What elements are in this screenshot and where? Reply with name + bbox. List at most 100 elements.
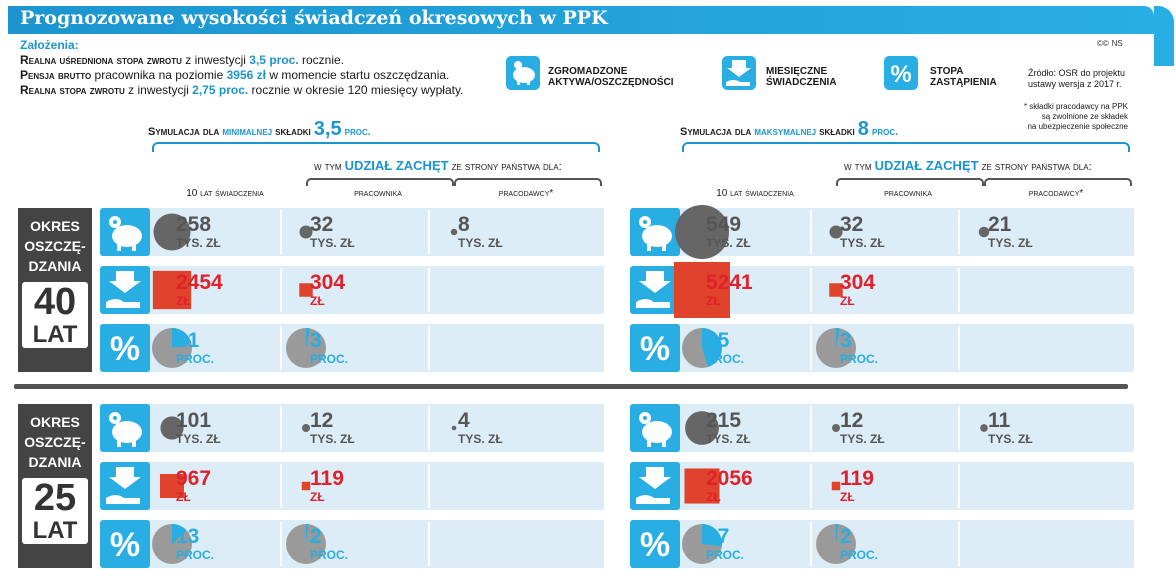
rate-value: 27: [706, 525, 730, 548]
benefit-unit: ZŁ: [176, 294, 191, 308]
sim-max-bracket: [682, 142, 1130, 152]
assets-unit: TYS. ZŁ: [840, 432, 885, 446]
asset-circle: [832, 424, 840, 432]
rate-unit: PROC.: [310, 548, 349, 562]
row-background: [666, 324, 1134, 372]
cell-divider: [958, 210, 960, 254]
rate-value: 2: [840, 525, 852, 548]
cell-divider: [280, 210, 282, 254]
col-total: 10 lat świadczenia: [716, 188, 794, 199]
percent-icon: %: [630, 520, 680, 568]
benefit-value: 304: [310, 271, 346, 294]
rate-pie: [816, 328, 856, 368]
legend-label-benefits: MIESIĘCZNE ŚWIADCZENIA: [766, 66, 837, 88]
percent-icon: %: [100, 520, 150, 568]
benefit-unit: ZŁ: [310, 294, 325, 308]
asset-circle: [160, 416, 184, 440]
benefit-square: [159, 473, 185, 499]
assumption-line: Realna stopa zwrotu z inwestycji 2,75 pr…: [20, 83, 464, 97]
page-title: Prognozowane wysokości świadczeń okresow…: [20, 7, 608, 29]
employer-bracket: [984, 178, 1132, 186]
cell-divider: [810, 464, 812, 508]
benefit-square: [299, 283, 313, 297]
cell-divider: [810, 326, 812, 370]
cell-divider: [280, 268, 282, 312]
assets-unit: TYS. ZŁ: [458, 432, 503, 446]
rate-unit: PROC.: [706, 352, 745, 366]
section-separator: [14, 384, 1128, 389]
legend-label-replacement: STOPA ZASTĄPIENIA: [930, 66, 997, 88]
svg-text:%: %: [890, 61, 911, 88]
footnote: * składki pracodawcy na PPK są zwolnione …: [1023, 102, 1128, 131]
benefit-value: 119: [840, 467, 874, 490]
col-employee: pracownika: [884, 188, 932, 199]
percent-icon: %: [100, 324, 150, 372]
benefit-unit: ZŁ: [176, 490, 191, 504]
percent-icon: %: [884, 56, 918, 90]
row-background: [666, 266, 1134, 314]
cell-divider: [958, 522, 960, 566]
hand-arrow-icon: [100, 462, 150, 510]
assets-value: 4: [458, 409, 470, 432]
asset-circle: [685, 411, 719, 445]
employee-bracket: [306, 178, 454, 186]
svg-text:%: %: [640, 330, 670, 368]
asset-circle: [450, 228, 458, 236]
benefit-unit: ZŁ: [706, 490, 721, 504]
asset-circle: [302, 424, 310, 432]
piggy-bank-icon: [630, 208, 680, 256]
benefit-value: 5241: [706, 271, 753, 294]
employer-bracket: [454, 178, 602, 186]
row-background: [136, 462, 604, 510]
row-background: [136, 208, 604, 256]
rate-unit: PROC.: [176, 548, 215, 562]
rate-unit: PROC.: [840, 352, 879, 366]
assets-value: 32: [310, 213, 334, 236]
cell-divider: [280, 406, 282, 450]
cell-divider: [958, 406, 960, 450]
svg-text:%: %: [110, 330, 140, 368]
cell-divider: [428, 326, 430, 370]
benefit-square: [674, 262, 730, 318]
rate-pie: [816, 524, 856, 564]
piggy-bank-icon: [506, 56, 540, 90]
piggy-bank-icon: [100, 404, 150, 452]
piggy-bank-icon: [630, 404, 680, 452]
legend-label-assets: ZGROMADZONE AKTYWA/OSZCZĘDNOŚCI: [548, 66, 674, 88]
assets-unit: TYS. ZŁ: [176, 432, 221, 446]
assets-unit: TYS. ZŁ: [840, 236, 885, 250]
rate-unit: PROC.: [706, 548, 745, 562]
assets-unit: TYS. ZŁ: [988, 236, 1033, 250]
col-employee: pracownika: [354, 188, 402, 199]
rate-value: 13: [176, 525, 200, 548]
asset-circle: [829, 225, 843, 239]
rate-value: 2: [310, 525, 322, 548]
asset-circle: [978, 226, 990, 238]
assets-unit: TYS. ZŁ: [310, 236, 355, 250]
benefit-square: [831, 481, 841, 491]
benefit-square: [152, 270, 192, 310]
rate-pie: [152, 328, 192, 368]
benefit-value: 2056: [706, 467, 753, 490]
rate-pie: [286, 328, 326, 368]
assets-unit: TYS. ZŁ: [458, 236, 503, 250]
rate-unit: PROC.: [176, 352, 215, 366]
cell-divider: [810, 210, 812, 254]
row-background: [136, 404, 604, 452]
assumption-line: Realna uśredniona stopa zwrotu z inwesty…: [20, 53, 345, 67]
hand-arrow-icon: [630, 462, 680, 510]
cell-divider: [958, 464, 960, 508]
assets-value: 12: [310, 409, 334, 432]
row-background: [136, 324, 604, 372]
row-background: [666, 520, 1134, 568]
cell-divider: [428, 406, 430, 450]
asset-circle: [299, 225, 313, 239]
cell-divider: [810, 268, 812, 312]
assets-unit: TYS. ZŁ: [310, 432, 355, 446]
asset-circle: [153, 213, 191, 251]
assets-value: 11: [988, 409, 1011, 432]
cell-divider: [428, 210, 430, 254]
benefit-square: [829, 283, 843, 297]
assets-value: 12: [840, 409, 864, 432]
source-note: Źródło: OSR do projektu ustawy wersja z 2…: [1028, 68, 1126, 89]
